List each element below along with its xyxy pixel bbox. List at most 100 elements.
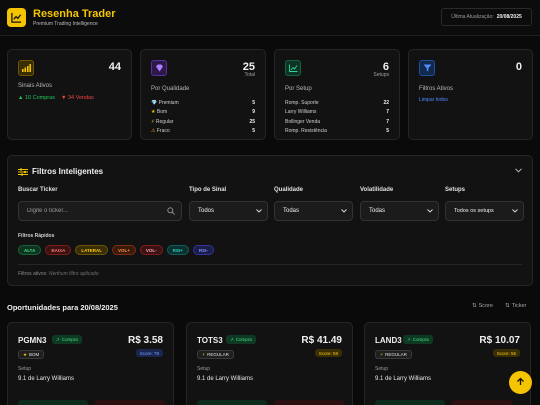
card-setup: 6 Setups Por Setup Romp. Suporte 22 Larry… <box>274 49 400 140</box>
active-filters-label: Filtros Ativos <box>419 86 454 92</box>
quality-list: 💎 Premium 5 ★ Bom 9 ⚡ Regular 25 ⚠ Fraco 5 <box>151 98 255 136</box>
chevron-down-icon <box>427 209 433 215</box>
setup-count-label: Setups <box>373 72 389 78</box>
price: R$ 10.07 <box>479 335 520 346</box>
sell-count: ▼ 34 Vendas <box>60 95 94 101</box>
arrow-up-icon: ▲ <box>18 95 24 101</box>
trend-up-icon: ↗ <box>230 336 234 342</box>
search-box <box>18 201 182 221</box>
lightning-icon: ⚡ <box>202 351 206 357</box>
signal-badge: ↗ Compra <box>403 335 433 344</box>
trend-up-icon: ↗ <box>56 336 60 342</box>
ticker: TOTS3 <box>197 336 223 345</box>
volatility-select[interactable]: Todas <box>360 201 439 221</box>
chip-rsi-down[interactable]: RSI- <box>192 245 214 255</box>
clear-filters-link[interactable]: Limpar todos <box>419 97 448 103</box>
warning-icon: ⚠ <box>151 128 156 135</box>
last-update-box: Última Atualização: 20/08/2025 <box>441 8 532 26</box>
list-item: Romp. Resistência 5 <box>285 128 389 135</box>
scroll-top-button[interactable] <box>509 371 532 394</box>
star-icon: ★ <box>23 351 28 357</box>
card-active-signals: 44 Sinais Ativos ▲ 10 Compras ▼ 34 Venda… <box>7 49 132 140</box>
chip-baixa[interactable]: BAIXA <box>45 245 72 255</box>
quality-select[interactable]: Todas <box>274 201 353 221</box>
opportunity-card[interactable]: TOTS3 ↗ Compra R$ 41.49 ⚡ REGULAR Score: 5… <box>186 322 353 405</box>
collapse-chevron-icon[interactable] <box>515 168 522 175</box>
quality-filter-label: Qualidade <box>274 187 304 193</box>
quick-filters-label: Filtros Rápidos <box>18 233 55 239</box>
list-item: 💎 Premium 5 <box>151 99 255 106</box>
price: R$ 3.58 <box>127 335 163 346</box>
filters-title: Filtros Inteligentes <box>32 167 104 176</box>
app-title: Resenha Trader <box>33 8 116 20</box>
quality-total: 25 <box>242 61 255 73</box>
star-icon: ★ <box>151 109 156 116</box>
lightning-icon: ⚡ <box>151 118 155 125</box>
filter-icon <box>419 60 435 76</box>
sort-ticker-button[interactable]: ⇅ Ticker <box>505 303 527 309</box>
active-signals-label: Sinais Ativos <box>18 83 53 89</box>
sliders-icon <box>18 168 28 178</box>
chip-vol-up[interactable]: VOL+ <box>112 245 136 255</box>
chevron-down-icon <box>512 209 518 215</box>
opportunities-title: Oportunidades para 20/08/2025 <box>7 303 118 312</box>
active-filters-status: Filtros ativos: Nenhum filtro aplicado <box>18 271 99 277</box>
active-signals-count: 44 <box>108 61 121 73</box>
list-item: ★ Bom 9 <box>151 109 255 116</box>
score-badge: Score: 59 <box>314 349 342 357</box>
signal-badge: ↗ Compra <box>226 335 256 344</box>
lightning-icon: ⚡ <box>380 351 384 357</box>
ticker: LAND3 <box>375 336 402 345</box>
volatility-label: Volatilidade <box>360 187 394 193</box>
active-filters-count: 0 <box>515 61 522 73</box>
quality-label: Por Qualidade <box>151 86 190 92</box>
arrow-up-icon <box>516 377 525 388</box>
quality-badge: ⚡ REGULAR <box>375 350 412 359</box>
sort-icon: ⇅ <box>505 303 510 309</box>
price: R$ 41.49 <box>301 335 342 346</box>
setup-list: Romp. Suporte 22 Larry Williams 7 Bollinge… <box>285 98 389 136</box>
chevron-down-icon <box>256 209 262 215</box>
buy-count: ▲ 10 Compras <box>18 95 55 101</box>
list-item: Romp. Suporte 22 <box>285 99 389 106</box>
chip-alta[interactable]: ALTA <box>18 245 42 255</box>
quality-badge: ★ BOM <box>18 350 45 359</box>
chip-vol-down[interactable]: VOL- <box>139 245 163 255</box>
chip-lateral[interactable]: LATERAL <box>75 245 109 255</box>
opportunity-card[interactable]: PGMN3 ↗ Compra R$ 3.58 ★ BOM Score: 78 Set… <box>7 322 174 405</box>
app-subtitle: Premium Trading Intelligence <box>33 21 98 27</box>
smart-filters-panel: Filtros Inteligentes Buscar Ticker Tipo … <box>7 155 533 286</box>
signal-type-label: Tipo de Sinal <box>189 187 227 193</box>
card-active-filters: 0 Filtros Ativos Limpar todos <box>408 49 533 140</box>
opportunity-card[interactable]: LAND3 ↗ Compra R$ 10.07 ⚡ REGULAR Score: 5… <box>364 322 531 405</box>
signal-badge: ↗ Compra <box>52 335 82 344</box>
trend-up-icon: ↗ <box>407 336 411 342</box>
list-item: Larry Williams 7 <box>285 109 389 116</box>
chart-line-icon <box>7 8 26 27</box>
setup-label: Setup <box>197 366 211 372</box>
setups-select[interactable]: Todos os setups <box>445 201 524 221</box>
sort-score-button[interactable]: ⇅ Score <box>472 303 493 309</box>
search-ticker-input[interactable] <box>19 202 181 220</box>
last-update-label: Última Atualização: <box>451 14 494 20</box>
arrow-down-icon: ▼ <box>60 95 67 101</box>
signal-type-select[interactable]: Todos <box>189 201 268 221</box>
divider <box>18 264 522 265</box>
chevron-down-icon <box>341 209 347 215</box>
search-ticker-label: Buscar Ticker <box>18 187 58 193</box>
setup-value: 9.1 de Larry Williams <box>18 376 75 382</box>
list-item: Bollinger Venda 7 <box>285 118 389 125</box>
ticker: PGMN3 <box>18 336 47 345</box>
app-header: Resenha Trader Premium Trading Intellige… <box>0 0 540 36</box>
list-item: ⚡ Regular 25 <box>151 118 255 125</box>
last-update-value: 20/08/2025 <box>496 14 522 20</box>
setup-value: 9.1 de Larry Williams <box>197 376 254 382</box>
sort-icon: ⇅ <box>472 303 477 309</box>
setup-count: 6 <box>382 61 389 73</box>
gem-icon: 💎 <box>151 99 158 106</box>
chip-rsi-up[interactable]: RSI+ <box>166 245 189 255</box>
list-item: ⚠ Fraco 5 <box>151 128 255 135</box>
signal-bars-icon <box>18 60 34 76</box>
search-icon <box>167 207 175 217</box>
setup-label: Setup <box>375 366 389 372</box>
